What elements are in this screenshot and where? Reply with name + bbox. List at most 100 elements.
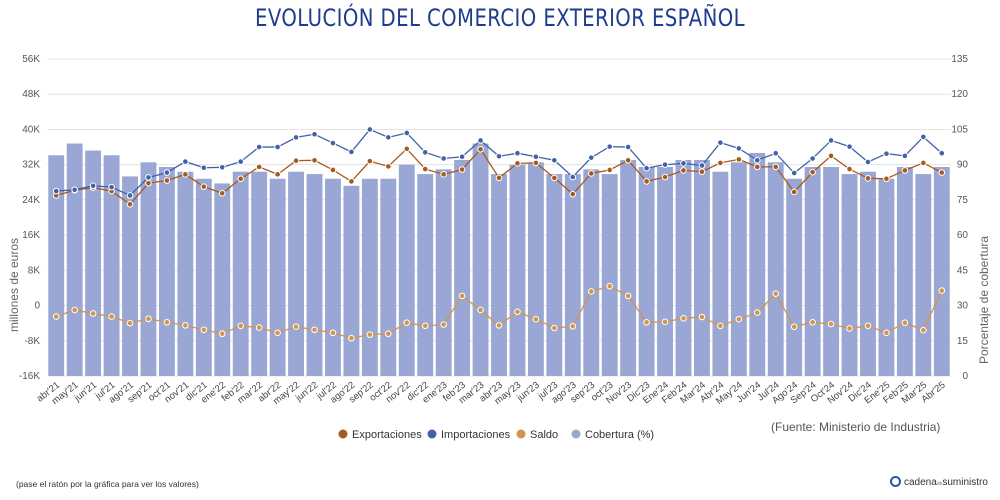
importaciones-point[interactable] (495, 153, 503, 160)
exportaciones-point[interactable] (348, 178, 355, 185)
saldo-point[interactable] (643, 318, 650, 326)
importaciones-point[interactable] (753, 156, 761, 164)
cobertura-bar[interactable] (694, 159, 710, 376)
exportaciones-point[interactable] (827, 152, 835, 160)
saldo-point[interactable] (200, 326, 208, 334)
importaciones-point[interactable] (551, 156, 558, 164)
exportaciones-point[interactable] (680, 167, 687, 174)
exportaciones-point[interactable] (624, 156, 632, 164)
exportaciones-point[interactable] (920, 159, 927, 167)
cobertura-bar[interactable] (103, 155, 120, 376)
importaciones-point[interactable] (385, 134, 392, 141)
legend-item[interactable]: Importaciones (427, 429, 511, 441)
saldo-point[interactable] (846, 325, 853, 332)
exportaciones-point[interactable] (292, 157, 300, 165)
cobertura-bar[interactable] (361, 178, 378, 376)
saldo-point[interactable] (901, 319, 909, 327)
saldo-point[interactable] (440, 321, 447, 328)
importaciones-point[interactable] (864, 158, 872, 166)
importaciones-point[interactable] (938, 149, 946, 157)
importaciones-point[interactable] (477, 137, 484, 144)
importaciones-point[interactable] (145, 174, 152, 181)
cobertura-bar[interactable] (214, 183, 231, 376)
saldo-point[interactable] (495, 322, 503, 329)
cobertura-bar[interactable] (896, 167, 913, 376)
cobertura-bar[interactable] (380, 178, 397, 376)
saldo-point[interactable] (237, 322, 245, 330)
exportaciones-point[interactable] (311, 156, 318, 164)
saldo-point[interactable] (827, 320, 835, 328)
importaciones-point[interactable] (274, 143, 281, 151)
exportaciones-point[interactable] (698, 168, 706, 176)
cobertura-bar[interactable] (232, 171, 249, 376)
cobertura-bar[interactable] (269, 178, 286, 376)
exportaciones-point[interactable] (200, 183, 208, 190)
cobertura-bar[interactable] (417, 174, 434, 376)
exportaciones-point[interactable] (532, 159, 540, 167)
exportaciones-point[interactable] (790, 188, 798, 196)
importaciones-point[interactable] (126, 192, 134, 199)
cobertura-bar[interactable] (620, 159, 637, 376)
cobertura-bar[interactable] (730, 162, 747, 376)
exportaciones-point[interactable] (421, 165, 429, 173)
legend-item[interactable]: Cobertura (%) (571, 429, 655, 441)
exportaciones-point[interactable] (237, 175, 245, 183)
cobertura-bar[interactable] (158, 167, 175, 376)
importaciones-point[interactable] (403, 129, 411, 137)
saldo-point[interactable] (569, 322, 577, 330)
cobertura-bar[interactable] (325, 178, 341, 376)
exportaciones-point[interactable] (366, 157, 374, 165)
cobertura-bar[interactable] (435, 169, 452, 376)
importaciones-point[interactable] (680, 160, 687, 167)
importaciones-point[interactable] (901, 152, 909, 160)
saldo-point[interactable] (108, 313, 115, 320)
saldo-point[interactable] (182, 322, 189, 329)
importaciones-point[interactable] (661, 161, 669, 168)
cobertura-bar[interactable] (527, 162, 544, 376)
saldo-point[interactable] (52, 313, 60, 320)
exportaciones-point[interactable] (753, 163, 761, 171)
saldo-point[interactable] (255, 324, 263, 331)
cobertura-bar[interactable] (48, 155, 65, 376)
cobertura-bar[interactable] (933, 167, 950, 376)
exportaciones-point[interactable] (661, 173, 669, 181)
cobertura-bar[interactable] (306, 174, 323, 376)
exportaciones-point[interactable] (846, 165, 853, 173)
cobertura-bar[interactable] (878, 178, 895, 376)
exportaciones-point[interactable] (182, 171, 189, 178)
exportaciones-point[interactable] (883, 175, 890, 183)
importaciones-point[interactable] (717, 139, 724, 146)
exportaciones-point[interactable] (938, 169, 946, 176)
saldo-point[interactable] (920, 326, 927, 334)
saldo-point[interactable] (329, 329, 337, 337)
legend[interactable]: Exportaciones Importaciones Saldo Cobertura… (338, 429, 655, 441)
cobertura-bar[interactable] (675, 159, 692, 376)
saldo-point[interactable] (477, 306, 484, 314)
cobertura-bar[interactable] (841, 174, 858, 376)
cobertura-bar[interactable] (546, 174, 563, 376)
importaciones-point[interactable] (532, 153, 540, 161)
exportaciones-point[interactable] (772, 163, 780, 171)
importaciones-point[interactable] (163, 169, 171, 176)
saldo-point[interactable] (126, 319, 134, 327)
cobertura-bar[interactable] (767, 162, 784, 376)
saldo-point[interactable] (385, 330, 392, 338)
cobertura-bar[interactable] (601, 174, 618, 376)
legend-item[interactable]: Saldo (516, 429, 559, 441)
exportaciones-point[interactable] (514, 160, 521, 167)
exportaciones-point[interactable] (901, 167, 909, 174)
saldo-point[interactable] (864, 322, 872, 330)
saldo-point[interactable] (938, 287, 946, 294)
saldo-point[interactable] (698, 313, 706, 321)
cobertura-bar[interactable] (860, 171, 876, 376)
cobertura-bar[interactable] (398, 164, 415, 376)
cobertura-bar[interactable] (288, 171, 304, 376)
saldo-point[interactable] (772, 290, 780, 297)
exportaciones-point[interactable] (864, 175, 872, 182)
exportaciones-point[interactable] (587, 170, 595, 177)
importaciones-point[interactable] (237, 158, 245, 165)
cobertura-bar[interactable] (786, 178, 803, 376)
cobertura-bar[interactable] (472, 143, 489, 376)
saldo-point[interactable] (421, 322, 429, 330)
importaciones-point[interactable] (606, 143, 613, 150)
